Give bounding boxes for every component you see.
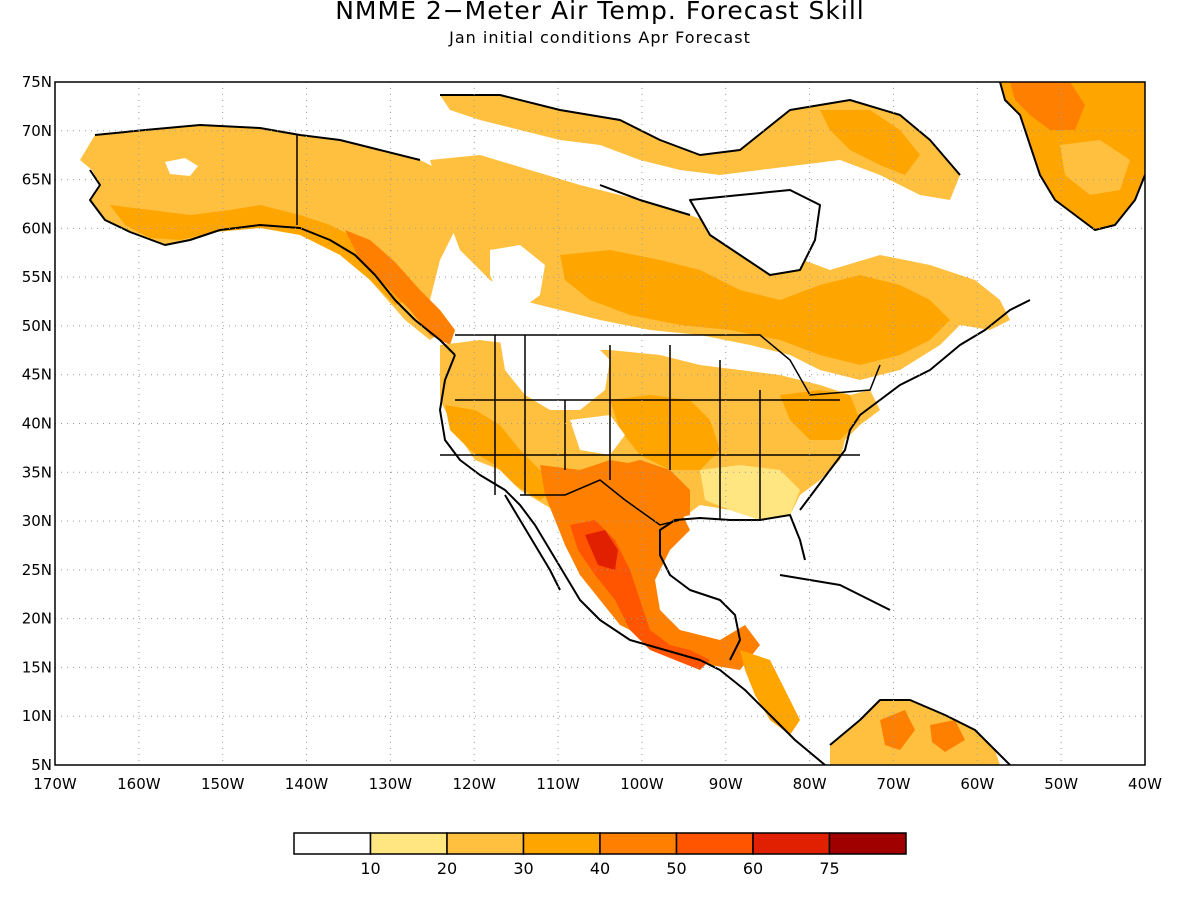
region-usa-white-co	[570, 415, 625, 455]
longitude-labels: 170W 160W 150W 140W 130W 120W 110W 100W 90W 80W 70…	[33, 775, 1162, 793]
lat-tick-label: 70N	[22, 122, 52, 140]
lat-tick-label: 55N	[22, 268, 52, 286]
colorbar-swatch	[522, 832, 601, 855]
lon-tick-label: 70W	[877, 775, 911, 793]
region-usa-orange-west	[445, 405, 555, 500]
region-alaska	[80, 125, 470, 340]
region-arctic-orange	[820, 110, 920, 175]
lat-tick-label: 5N	[31, 756, 52, 774]
map-subtitle: Jan initial conditions Apr Forecast	[449, 28, 751, 47]
lat-tick-label: 15N	[22, 658, 52, 676]
map-frame	[54, 81, 1146, 766]
colorbar-label: 20	[437, 859, 457, 878]
borders	[296, 135, 881, 526]
region-south-america	[830, 700, 1000, 765]
lon-tick-label: 50W	[1044, 775, 1078, 793]
lon-tick-label: 130W	[369, 775, 413, 793]
region-mexico-darkest	[585, 530, 618, 570]
border-us-mexico	[520, 479, 681, 526]
colorbar-swatch	[369, 832, 448, 855]
colorbar-label: 75	[819, 859, 839, 878]
region-northeast	[780, 390, 860, 440]
coast-greenland	[999, 82, 1145, 231]
region-alaska-orange	[110, 205, 410, 305]
coast-hudson	[689, 189, 821, 276]
lat-tick-label: 20N	[22, 610, 52, 628]
lon-tick-label: 80W	[793, 775, 827, 793]
colorbar-swatch	[446, 832, 525, 855]
border-us-canada	[455, 334, 881, 396]
lat-tick-label: 45N	[22, 366, 52, 384]
coast-west-us	[439, 354, 826, 765]
coast-gulf	[659, 299, 1031, 661]
lon-tick-label: 110W	[536, 775, 580, 793]
coast-baja	[504, 494, 561, 591]
region-usa-white-mt	[500, 338, 610, 410]
lon-tick-label: 90W	[709, 775, 743, 793]
colorbar-label: 50	[666, 859, 686, 878]
lon-tick-label: 170W	[33, 775, 77, 793]
lat-tick-label: 25N	[22, 561, 52, 579]
region-usa-southeast-yellow	[700, 465, 800, 520]
region-greenland-dark	[1010, 82, 1085, 130]
lat-tick-label: 10N	[22, 707, 52, 725]
region-south-america-orange2	[930, 720, 965, 752]
lat-tick-label: 30N	[22, 512, 52, 530]
colorbar-swatch	[599, 832, 678, 855]
region-bc-coast	[345, 230, 455, 345]
coast-arctic	[440, 94, 961, 216]
lon-tick-label: 40W	[1128, 775, 1162, 793]
region-usa-central	[610, 395, 720, 470]
lon-tick-label: 150W	[201, 775, 245, 793]
colorbar-swatch	[828, 832, 907, 855]
colorbar-label: 30	[513, 859, 533, 878]
region-texas-orange	[600, 460, 690, 520]
map-title: NMME 2−Meter Air Temp. Forecast Skill	[335, 0, 865, 25]
lat-tick-label: 40N	[22, 415, 52, 433]
coastlines	[89, 82, 1145, 765]
lat-tick-label: 35N	[22, 463, 52, 481]
lat-tick-label: 50N	[22, 317, 52, 335]
region-canada-orange	[560, 250, 950, 365]
latitude-labels: 75N 70N 65N 60N 55N 50N 45N 40N 35N 30N 25N 20N 15N 1…	[22, 73, 52, 774]
lon-tick-label: 100W	[620, 775, 664, 793]
coast-south-america	[829, 699, 1011, 765]
colorbar-label: 10	[360, 859, 380, 878]
region-mexico	[540, 460, 760, 670]
coast-cuba	[779, 574, 891, 611]
colorbar-label: 40	[590, 859, 610, 878]
coast-alaska	[89, 124, 456, 356]
region-central-america	[740, 650, 800, 735]
skill-shading	[80, 82, 1145, 765]
lat-tick-label: 65N	[22, 171, 52, 189]
region-greenland-light	[1060, 140, 1130, 195]
colorbar-swatch	[752, 832, 831, 855]
colorbar: 10 20 30 40 50 60 75	[293, 832, 907, 878]
lon-tick-label: 160W	[117, 775, 161, 793]
colorbar-swatch	[293, 832, 372, 855]
lat-tick-label: 75N	[22, 73, 52, 91]
colorbar-label: 60	[743, 859, 763, 878]
region-alaska-white	[165, 158, 198, 176]
region-hudson-white	[690, 190, 820, 275]
lon-tick-label: 60W	[960, 775, 994, 793]
colorbar-swatch	[675, 832, 754, 855]
region-south-america-orange	[880, 710, 915, 750]
lon-tick-label: 120W	[452, 775, 496, 793]
lon-tick-label: 140W	[285, 775, 329, 793]
lat-tick-label: 60N	[22, 219, 52, 237]
border-states-1	[440, 335, 860, 520]
